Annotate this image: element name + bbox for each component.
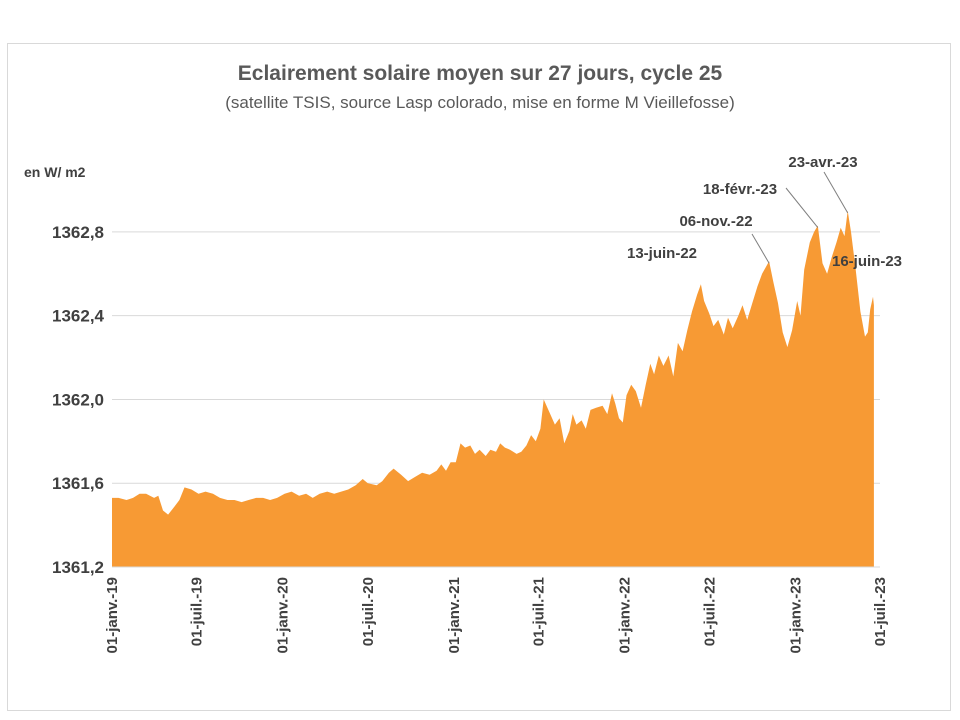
x-axis-ticks: 01-janv.-19 01-juil.-19 01-janv.-20 01-juil… (104, 577, 889, 653)
x-tick-label: 01-janv.-22 (617, 577, 634, 653)
y-tick-label: 1361,6 (52, 474, 104, 493)
annotations: 13-juin-22 06-nov.-22 18-févr.-23 23-avr.-2… (627, 154, 902, 270)
y-axis-ticks: 1361,2 1361,6 1362,0 1362,4 1362,8 (52, 223, 105, 577)
y-tick-label: 1362,8 (52, 223, 104, 242)
series-area (112, 210, 874, 567)
plot-area (112, 210, 880, 568)
annotation-leader (751, 233, 770, 264)
y-tick-label: 1362,4 (52, 307, 105, 326)
x-tick-label: 01-juil.-22 (701, 577, 718, 646)
x-tick-label: 01-juil.-21 (531, 577, 548, 646)
annotation-label: 06-nov.-22 (679, 213, 752, 230)
y-tick-label: 1362,0 (52, 390, 104, 409)
annotation-leader (785, 187, 819, 228)
x-tick-label: 01-juil.-19 (189, 577, 206, 646)
x-tick-label: 01-juil.-23 (872, 577, 889, 646)
x-tick-label: 01-janv.-20 (275, 577, 292, 653)
annotation-label: 23-avr.-23 (788, 154, 857, 171)
chart-subtitle: (satellite TSIS, source Lasp colorado, m… (225, 93, 735, 112)
chart-title: Eclairement solaire moyen sur 27 jours, … (238, 62, 723, 85)
y-axis-label: en W/ m2 (24, 164, 86, 180)
x-tick-label: 01-janv.-19 (104, 577, 121, 653)
annotation-label: 13-juin-22 (627, 245, 697, 262)
x-tick-label: 01-janv.-21 (446, 577, 463, 653)
annotation-label: 18-févr.-23 (703, 181, 777, 198)
annotation-label: 16-juin-23 (832, 253, 902, 270)
x-tick-label: 01-janv.-23 (787, 577, 804, 653)
x-tick-label: 01-juil.-20 (360, 577, 377, 646)
y-tick-label: 1361,2 (52, 558, 104, 577)
annotation-leader (823, 171, 849, 214)
